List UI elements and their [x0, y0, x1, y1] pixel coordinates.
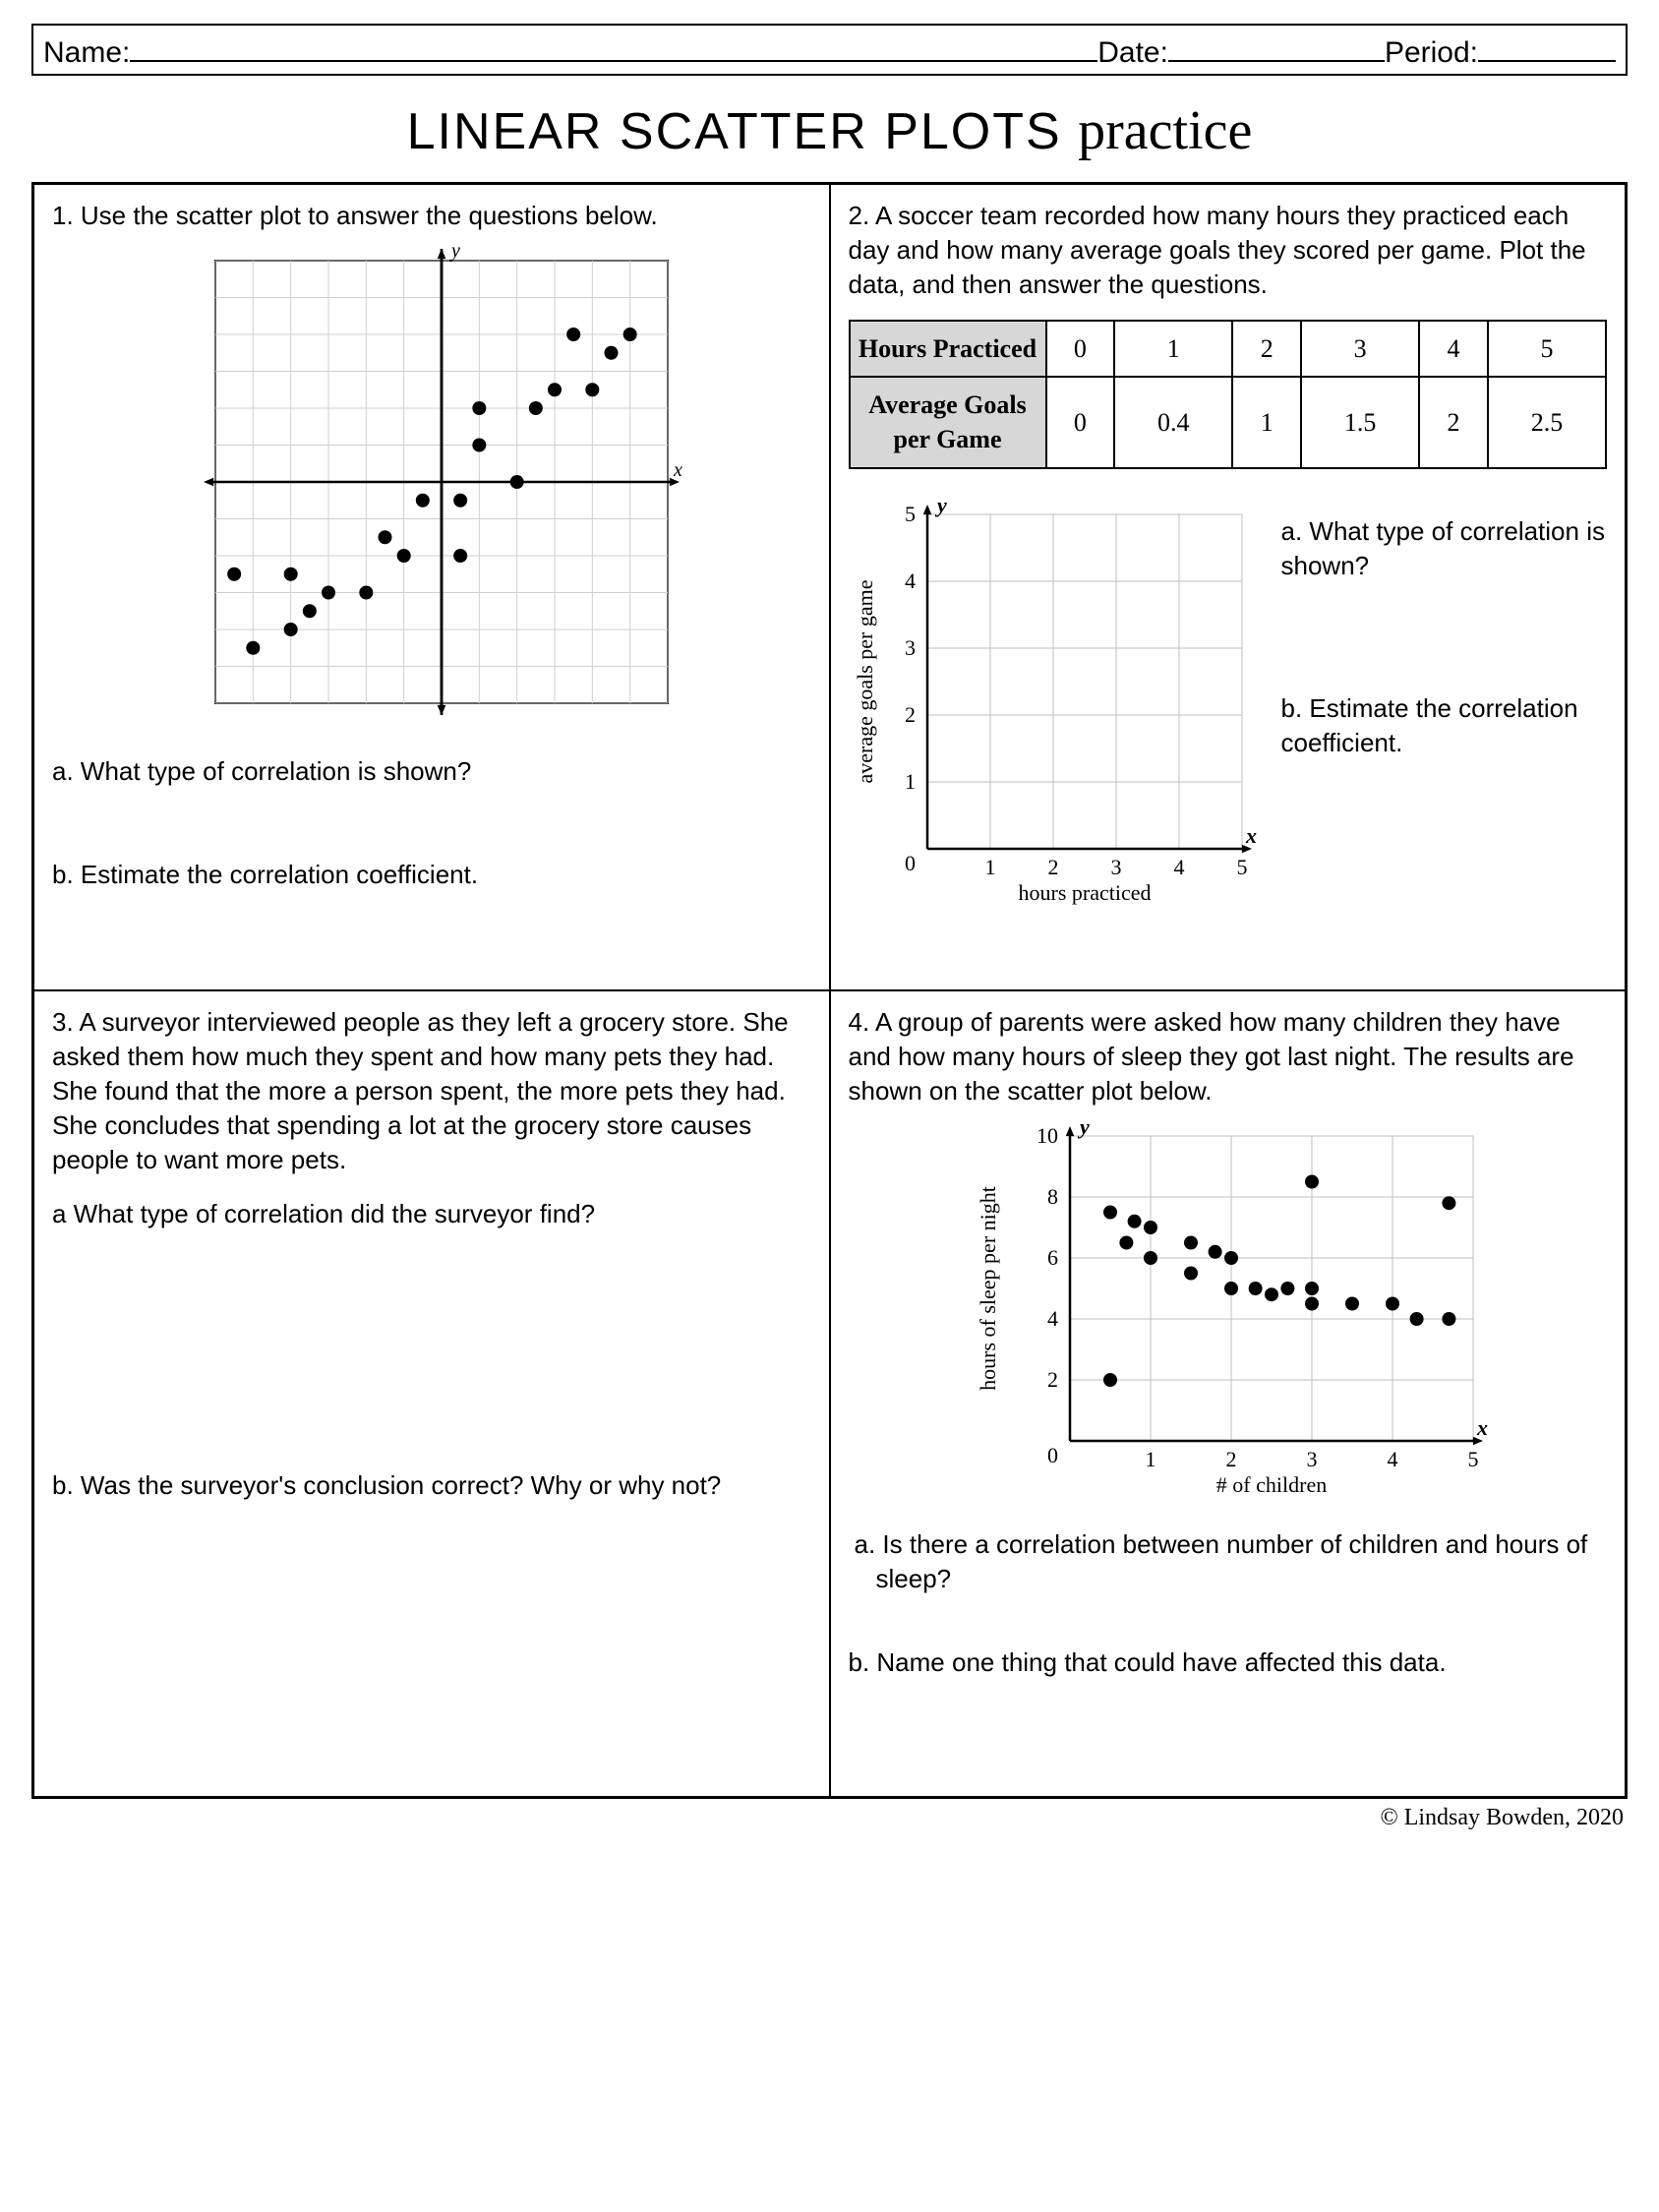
svg-text:average goals per game: average goals per game: [853, 579, 877, 783]
svg-text:5: 5: [905, 502, 916, 526]
q4-scatter-chart: 123452468100yx# of childrenhours of slee…: [952, 1116, 1503, 1510]
q3-a: a What type of correlation did the surve…: [52, 1197, 811, 1231]
table-row: Hours Practiced 0 1 2 3 4 5: [850, 321, 1607, 377]
svg-text:4: 4: [905, 568, 916, 593]
q1-scatter-chart: yx: [166, 241, 697, 733]
svg-text:2: 2: [1047, 1367, 1058, 1392]
q2-row1-label: Hours Practiced: [850, 321, 1046, 377]
svg-text:3: 3: [1110, 855, 1121, 879]
q2-r1c5: 5: [1488, 321, 1606, 377]
q2-b: b. Estimate the correlation coefficient.: [1281, 691, 1608, 760]
q2-r1c1: 1: [1114, 321, 1232, 377]
cell-q4: 4. A group of parents were asked how man…: [830, 990, 1627, 1797]
q2-row2-label: Average Goals per Game: [850, 377, 1046, 467]
title-main: LINEAR SCATTER PLOTS: [407, 103, 1079, 160]
q2-blank-grid-chart: 12345123450yxhours practicedaverage goal…: [849, 495, 1262, 918]
page-title: LINEAR SCATTER PLOTS practice: [31, 99, 1628, 162]
svg-text:3: 3: [1307, 1447, 1318, 1471]
svg-text:x: x: [673, 459, 682, 481]
questions-grid: 1. Use the scatter plot to answer the qu…: [31, 182, 1628, 1799]
svg-text:0: 0: [1047, 1443, 1058, 1467]
svg-text:x: x: [1476, 1415, 1488, 1440]
q2-table: Hours Practiced 0 1 2 3 4 5 Average Goal…: [849, 320, 1608, 468]
name-blank[interactable]: [130, 30, 1097, 62]
svg-text:5: 5: [1236, 855, 1247, 879]
svg-text:hours practiced: hours practiced: [1018, 880, 1151, 905]
name-label: Name:: [43, 36, 130, 70]
q2-r1c2: 2: [1232, 321, 1301, 377]
cell-q2: 2. A soccer team recorded how many hours…: [830, 184, 1627, 990]
svg-text:4: 4: [1173, 855, 1184, 879]
svg-text:0: 0: [905, 851, 916, 875]
q2-r1c3: 3: [1301, 321, 1419, 377]
q2-r2c2: 1: [1232, 377, 1301, 467]
q3-b: b. Was the surveyor's conclusion correct…: [52, 1468, 811, 1503]
svg-text:x: x: [1245, 823, 1257, 848]
svg-text:6: 6: [1047, 1245, 1058, 1270]
svg-text:4: 4: [1047, 1306, 1058, 1331]
q2-r2c1: 0.4: [1114, 377, 1232, 467]
svg-text:10: 10: [1037, 1123, 1058, 1148]
date-label: Date:: [1097, 36, 1168, 70]
svg-text:3: 3: [905, 635, 916, 660]
svg-text:y: y: [449, 241, 460, 262]
q4-b: b. Name one thing that could have affect…: [849, 1645, 1608, 1680]
q4-a: a. Is there a correlation between number…: [870, 1527, 1608, 1596]
header-box: Name: Date: Period:: [31, 24, 1628, 76]
q2-r2c3: 1.5: [1301, 377, 1419, 467]
q3-prompt: 3. A surveyor interviewed people as they…: [52, 1005, 811, 1177]
svg-text:# of children: # of children: [1216, 1472, 1327, 1497]
q1-prompt: 1. Use the scatter plot to answer the qu…: [52, 199, 811, 233]
footer-copyright: © Lindsay Bowden, 2020: [31, 1799, 1628, 1831]
q1-b: b. Estimate the correlation coefficient.: [52, 858, 811, 892]
q1-a: a. What type of correlation is shown?: [52, 754, 811, 789]
q2-r2c4: 2: [1419, 377, 1488, 467]
svg-text:1: 1: [984, 855, 995, 879]
date-blank[interactable]: [1168, 30, 1385, 62]
q2-r1c0: 0: [1046, 321, 1115, 377]
svg-text:hours of sleep per night: hours of sleep per night: [976, 1186, 1000, 1391]
svg-text:2: 2: [1226, 1447, 1237, 1471]
q2-r2c5: 2.5: [1488, 377, 1606, 467]
q2-prompt: 2. A soccer team recorded how many hours…: [849, 199, 1608, 302]
period-blank[interactable]: [1478, 30, 1616, 62]
q2-r1c4: 4: [1419, 321, 1488, 377]
cell-q1: 1. Use the scatter plot to answer the qu…: [33, 184, 830, 990]
svg-text:2: 2: [1047, 855, 1058, 879]
period-label: Period:: [1385, 36, 1478, 70]
q2-r2c0: 0: [1046, 377, 1115, 467]
cell-q3: 3. A surveyor interviewed people as they…: [33, 990, 830, 1797]
svg-text:1: 1: [1146, 1447, 1156, 1471]
q4-prompt: 4. A group of parents were asked how man…: [849, 1005, 1608, 1108]
svg-text:1: 1: [905, 769, 916, 794]
svg-text:8: 8: [1047, 1184, 1058, 1209]
title-script: practice: [1078, 100, 1252, 161]
svg-text:4: 4: [1388, 1447, 1398, 1471]
svg-text:5: 5: [1468, 1447, 1479, 1471]
svg-text:2: 2: [905, 702, 916, 727]
table-row: Average Goals per Game 0 0.4 1 1.5 2 2.5: [850, 377, 1607, 467]
q2-a: a. What type of correlation is shown?: [1281, 514, 1608, 583]
